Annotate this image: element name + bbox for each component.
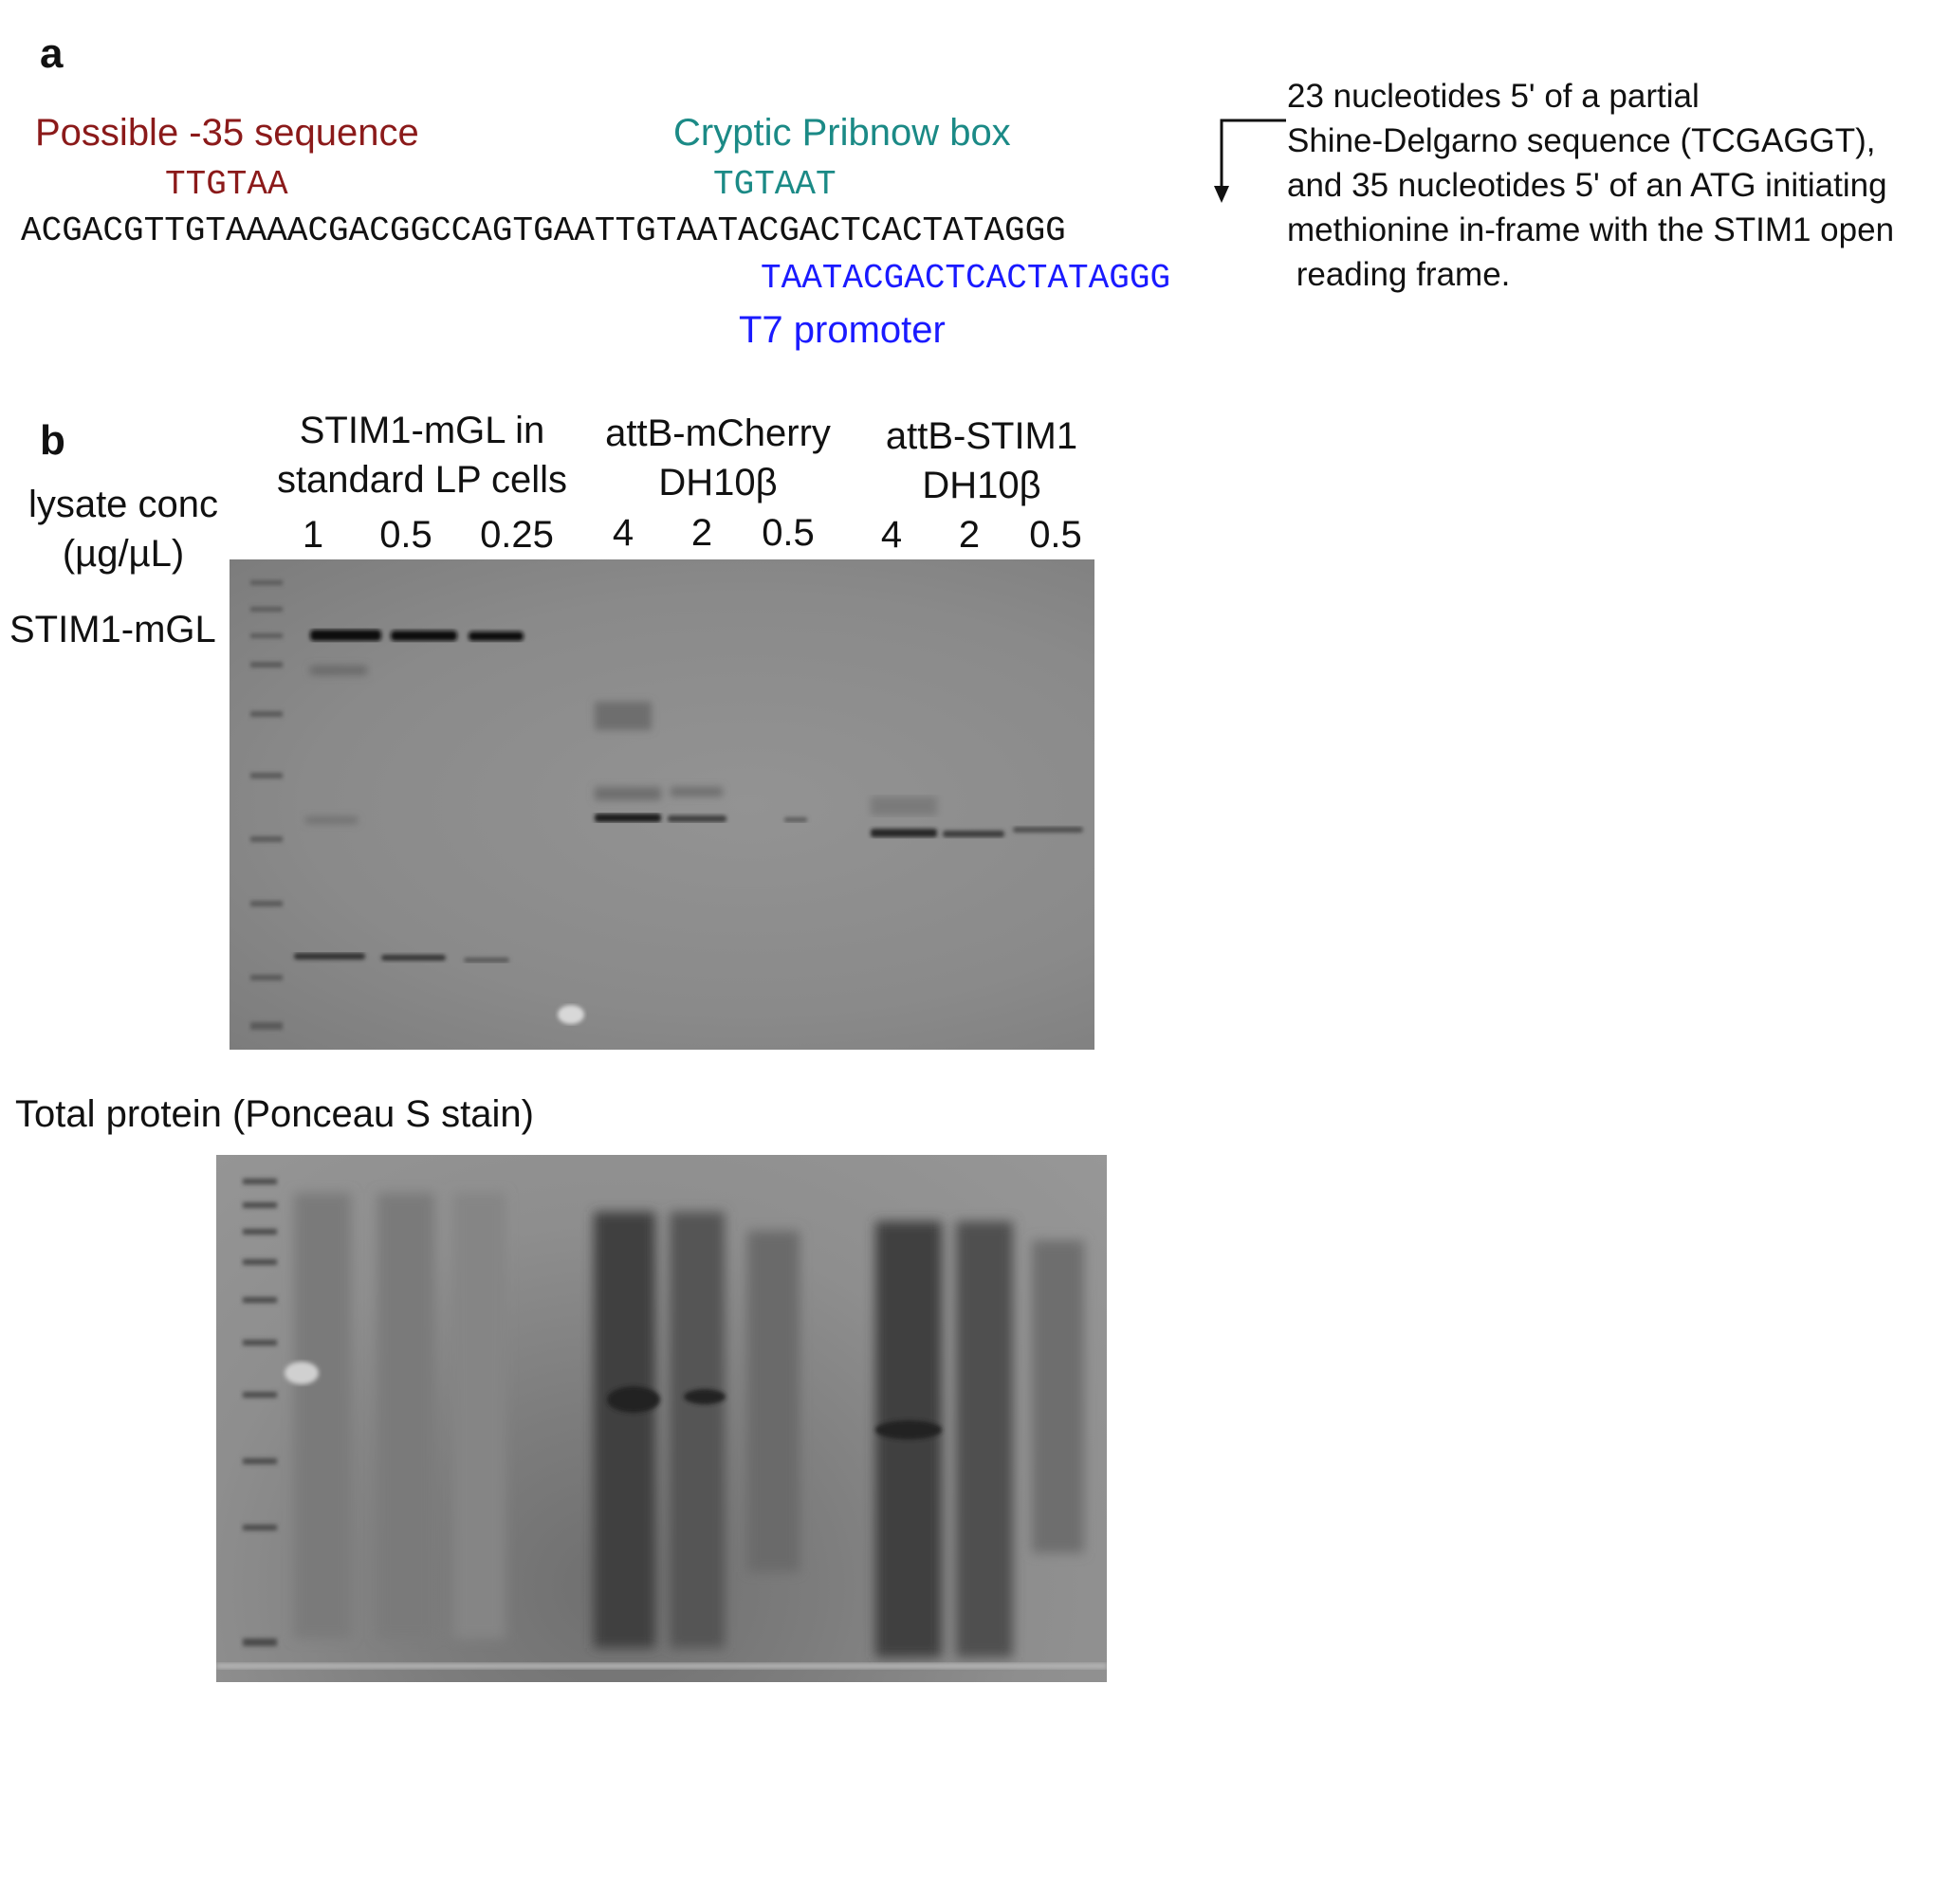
conc-g3-3: 0.5 (1029, 514, 1082, 556)
band-label-stim1-mgl: STIM1-mGL (9, 609, 216, 650)
conc-g3-1: 4 (880, 514, 903, 556)
conc-g3-2: 2 (958, 514, 981, 556)
panel-b-letter: b (40, 417, 65, 464)
note-line-1: 23 nucleotides 5' of a partial (1287, 78, 1700, 115)
conc-g2-3: 0.5 (762, 512, 815, 554)
group-1-title-line2: standard LP cells (276, 459, 568, 501)
conc-g2-1: 4 (612, 512, 634, 554)
note-line-5: reading frame. (1287, 256, 1511, 293)
note-line-3: and 35 nucleotides 5' of an ATG initiati… (1287, 167, 1887, 204)
conc-g2-2: 2 (690, 512, 713, 554)
panel-a-letter: a (40, 30, 64, 77)
group-1-title-line1: STIM1-mGL in (299, 410, 545, 451)
conc-g1-2: 0.5 (379, 514, 432, 556)
western-blot-image (230, 559, 1094, 1050)
row-label-line1: lysate conc (28, 484, 219, 525)
pribnow-label: Cryptic Pribnow box (673, 112, 1011, 154)
t7-label: T7 promoter (739, 309, 946, 351)
stain-label: Total protein (Ponceau S stain) (15, 1093, 534, 1135)
conc-g1-3: 0.25 (480, 514, 554, 556)
t7-sequence: TAATACGACTCACTATAGGG (761, 259, 1171, 298)
note-line-4: methionine in-frame with the STIM1 open (1287, 211, 1895, 248)
group-2-title-line2: DH10β (658, 462, 778, 503)
ponceau-stain-image (216, 1155, 1107, 1682)
group-3-title-line1: attB-STIM1 (885, 415, 1078, 457)
note-line-2: Shine-Delgarno sequence (TCGAGGT), (1287, 122, 1876, 159)
main-dna-sequence: ACGACGTTGTAAAACGACGGCCAGTGAATTGTAATACGAC… (21, 211, 1066, 250)
minus35-sequence: TTGTAA (165, 165, 288, 204)
conc-g1-1: 1 (302, 514, 324, 556)
pointer-arrow (1214, 119, 1286, 203)
row-label-line2: (µg/µL) (62, 533, 185, 575)
group-2-title-line1: attB-mCherry (605, 412, 831, 454)
minus35-label: Possible -35 sequence (35, 112, 419, 154)
group-3-title-line2: DH10β (922, 465, 1041, 506)
pribnow-sequence: TGTAAT (713, 165, 837, 204)
